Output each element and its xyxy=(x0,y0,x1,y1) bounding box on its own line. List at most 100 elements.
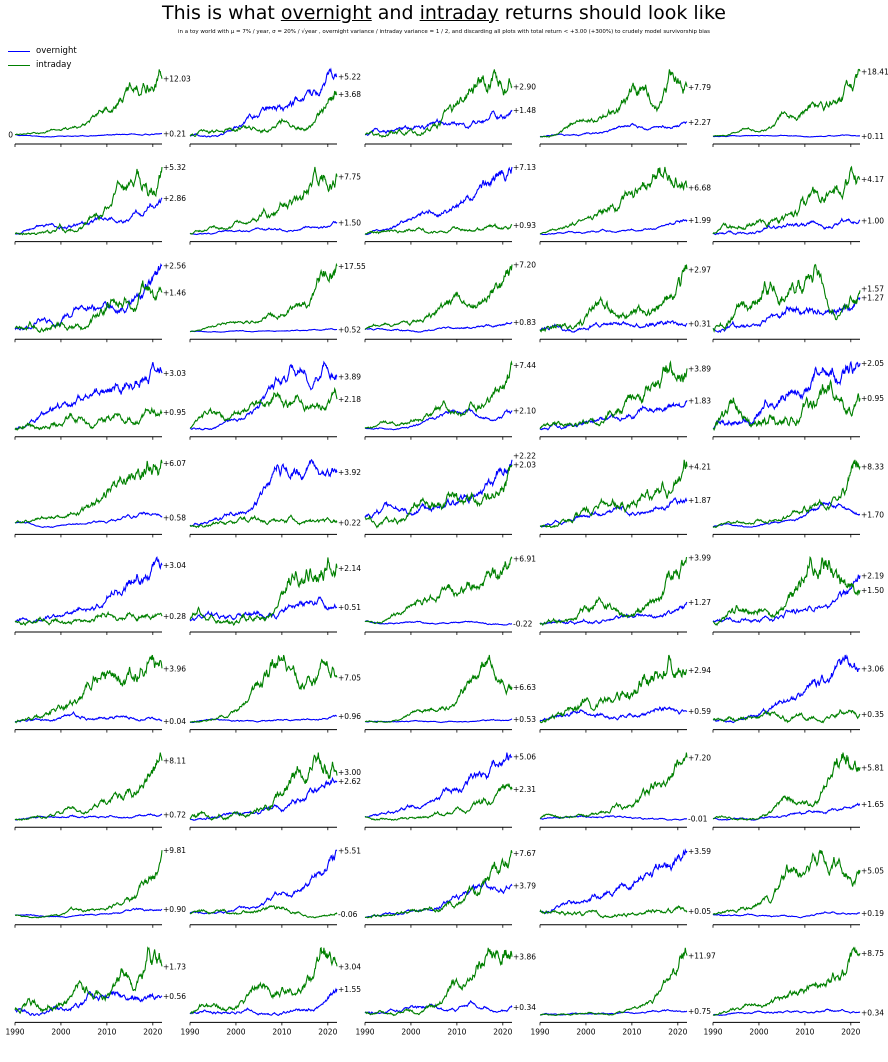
panel-46: 1990 2000 2010 2020 +0.56 +1.73 xyxy=(5,946,186,1036)
panel-15: +1.27+1.57 xyxy=(712,263,884,343)
series-intraday-line xyxy=(189,752,338,821)
panel-20: +2.05 +0.95 xyxy=(712,359,884,440)
series-overnight-line xyxy=(364,407,513,431)
series-intraday-line xyxy=(539,166,688,235)
series-intraday-line xyxy=(364,850,513,919)
series-intraday-line xyxy=(364,264,513,330)
end-label-overnight: +0.83 xyxy=(513,318,536,327)
x-tick-label: 2010 xyxy=(97,1027,116,1036)
panel-44: +3.59 +0.05 xyxy=(539,847,711,928)
x-tick-label: 2010 xyxy=(272,1027,291,1036)
panel-39: -0.01 +7.20 xyxy=(539,752,711,831)
panel-38: +5.06 +2.31 xyxy=(364,752,536,831)
end-label-intraday: +7.67 xyxy=(513,849,536,858)
end-label-overnight: +3.03 xyxy=(163,369,186,378)
end-label-overnight: +0.75 xyxy=(688,1007,711,1016)
series-overnight-line xyxy=(189,849,338,915)
panel-36: +0.72 +8.11 xyxy=(14,752,186,831)
end-label-intraday: +5.05 xyxy=(861,866,884,875)
panel-40: +1.65 +5.81 xyxy=(712,752,884,831)
x-tick-label: 1990 xyxy=(180,1027,199,1036)
panel-9: +1.99 +6.68 xyxy=(539,166,711,245)
end-label-overnight: +0.58 xyxy=(163,513,186,522)
x-tick-label: 2020 xyxy=(668,1027,687,1036)
x-tick-label: 2020 xyxy=(143,1027,162,1036)
end-label-intraday: +8.75 xyxy=(861,949,884,958)
legend: overnight intraday xyxy=(8,44,77,72)
end-label-intraday: -0.06 xyxy=(338,910,358,919)
panel-42: +5.51 -0.06 xyxy=(189,846,361,928)
series-intraday-line xyxy=(712,849,861,916)
end-label-intraday: +0.95 xyxy=(861,394,884,403)
panel-35: +3.06 +0.35 xyxy=(712,654,884,733)
end-label-intraday: +6.63 xyxy=(513,683,536,692)
series-intraday-line xyxy=(189,904,338,919)
end-label-overnight: +3.04 xyxy=(163,561,186,570)
series-intraday-line xyxy=(14,280,163,333)
series-intraday-line xyxy=(539,459,688,529)
end-label-overnight: +1.27 xyxy=(861,294,884,303)
panel-7: +1.50 +7.75 xyxy=(189,166,361,245)
end-label-overnight: +0.56 xyxy=(163,992,186,1001)
x-tick-label: 2000 xyxy=(749,1027,768,1036)
chart-subtitle: in a toy world with μ = 7% / year, σ = 2… xyxy=(178,29,710,35)
series-intraday-line xyxy=(190,262,338,333)
end-label-overnight: +2.27 xyxy=(688,118,711,127)
end-label-overnight: +3.92 xyxy=(338,468,361,477)
series-intraday-line xyxy=(189,654,338,724)
x-tick-label: 2010 xyxy=(622,1027,641,1036)
end-label-intraday: +4.21 xyxy=(688,463,711,472)
panel-27: +0.51 +2.14 xyxy=(189,557,361,635)
end-label-overnight: +3.59 xyxy=(688,847,711,856)
series-intraday-line xyxy=(15,69,163,136)
series-intraday-line xyxy=(14,610,163,627)
legend-swatch-overnight xyxy=(8,50,30,52)
end-label-overnight: +2.05 xyxy=(861,359,884,368)
series-intraday-line xyxy=(189,90,338,137)
series-intraday-line xyxy=(539,905,688,919)
end-label-intraday: +2.31 xyxy=(513,785,536,794)
panel-3: +1.48 +2.90 xyxy=(364,69,536,147)
series-overnight-line xyxy=(364,321,513,333)
end-label-overnight: +1.00 xyxy=(861,217,884,226)
panel-2: +5.22 +3.68 xyxy=(189,67,361,147)
panel-18: +2.10 +7.44 xyxy=(364,360,536,440)
x-tick-label: 2010 xyxy=(795,1027,814,1036)
end-label-intraday: +1.46 xyxy=(163,288,186,297)
series-overnight-line xyxy=(712,501,861,528)
x-tick-label: 2000 xyxy=(576,1027,595,1036)
end-label-overnight: -0.22 xyxy=(513,620,533,629)
series-intraday-line xyxy=(189,514,338,529)
end-label-overnight: +0.34 xyxy=(513,1003,536,1012)
end-label-overnight: +2.62 xyxy=(338,777,361,786)
series-intraday-line xyxy=(712,378,861,432)
series-overnight-line xyxy=(189,220,338,236)
x-tick-label: 2020 xyxy=(493,1027,512,1036)
series-intraday-line xyxy=(189,557,338,627)
series-overnight-line xyxy=(712,911,861,919)
series-overnight-line xyxy=(14,362,163,430)
end-label-intraday: +4.17 xyxy=(861,175,884,184)
series-intraday-line xyxy=(14,459,163,524)
end-label-intraday: +5.81 xyxy=(861,763,884,772)
end-label-overnight: +5.22 xyxy=(338,72,361,81)
series-overnight-line xyxy=(14,132,163,138)
series-intraday-line xyxy=(14,654,163,724)
series-overnight-line xyxy=(14,990,163,1017)
series-intraday-line xyxy=(14,946,163,1015)
series-overnight-line xyxy=(539,706,688,722)
series-intraday-line xyxy=(364,464,513,529)
title-part: This is what xyxy=(162,2,281,24)
panel-34: +0.59 +2.94 xyxy=(539,654,711,733)
end-label-intraday: +2.97 xyxy=(688,265,711,274)
panel-8: +7.13 +0.93 xyxy=(364,163,536,245)
end-label-overnight: +1.99 xyxy=(688,216,711,225)
series-overnight-line xyxy=(14,556,163,624)
series-intraday-line xyxy=(540,69,688,138)
end-label-overnight: +0.34 xyxy=(861,1008,884,1017)
end-label-overnight: +1.27 xyxy=(688,598,711,607)
end-label-overnight: +1.50 xyxy=(338,218,361,227)
end-label-intraday: +1.50 xyxy=(861,586,884,595)
panel-26: +3.04 +0.28 xyxy=(14,556,186,635)
end-label-overnight: +5.06 xyxy=(513,753,536,762)
